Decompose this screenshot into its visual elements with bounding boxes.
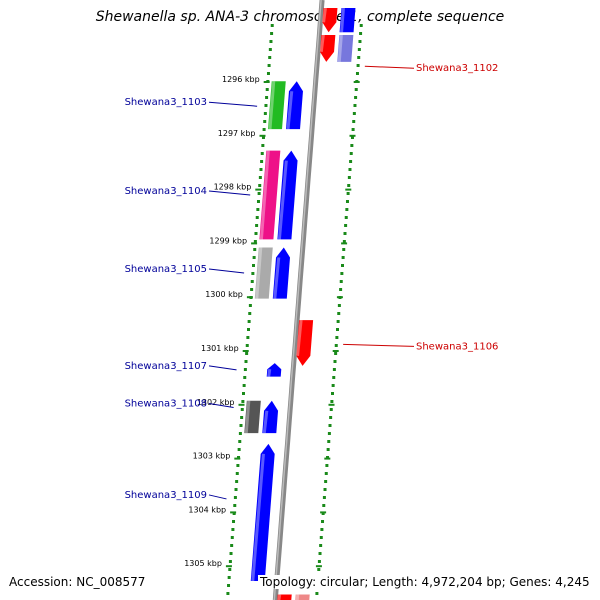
gene-label-text[interactable]: Shewana3_1107: [125, 361, 207, 372]
kbp-tick-label: 1296 kbp: [222, 75, 260, 84]
gc-tracks: [226, 24, 363, 595]
gene-labels: Shewana3_1102 Shewana3_1103 Shewana3_1104 S…: [125, 63, 499, 501]
backbone: [272, 0, 325, 600]
kbp-tick-label: 1301 kbp: [201, 344, 239, 353]
gene-feature-2: [339, 7, 356, 33]
gene-label-shewana3-1103[interactable]: Shewana3_1103: [125, 97, 258, 108]
gene-feature-5: [286, 81, 303, 130]
topology-text: Topology: circular; Length: 4,972,204 bp…: [258, 575, 592, 589]
gene-feature-8: [254, 247, 273, 299]
gene-feature-1: [319, 34, 336, 62]
left-gc-track: [226, 24, 274, 595]
gene-label-shewana3-1104[interactable]: Shewana3_1104: [125, 186, 251, 197]
gene-feature-10: [296, 319, 314, 366]
kbp-tick-label: 1298 kbp: [214, 183, 252, 192]
gene-feature-0: [322, 7, 338, 33]
map-title: Shewanella sp. ANA-3 chromosome 1, compl…: [95, 9, 505, 25]
gene-label-text[interactable]: Shewana3_1104: [125, 186, 207, 197]
gene-feature-6: [259, 150, 281, 240]
gene-label-text[interactable]: Shewana3_1102: [416, 63, 498, 74]
gene-label-shewana3-1109[interactable]: Shewana3_1109: [125, 490, 227, 501]
kbp-tick-label: 1300 kbp: [205, 290, 243, 299]
features: [244, 7, 356, 600]
gene-feature-12: [244, 400, 261, 434]
gene-label-text[interactable]: Shewana3_1106: [416, 341, 498, 352]
gene-label-text[interactable]: Shewana3_1105: [125, 264, 207, 275]
gene-label-shewana3-1106[interactable]: Shewana3_1106: [343, 341, 498, 352]
backbone-line: [272, 0, 325, 600]
gene-label-text[interactable]: Shewana3_1109: [125, 490, 207, 501]
kbp-tick-label: 1302 kbp: [197, 398, 235, 407]
kbp-ticks: 1296 kbp 1297 kbp 1298 kbp 1299 kbp 1300 kbp…: [184, 75, 270, 568]
gene-feature-14: [250, 443, 275, 582]
kbp-tick-label: 1304 kbp: [188, 505, 226, 514]
gene-label-text[interactable]: Shewana3_1103: [125, 97, 207, 108]
gene-feature-11: [266, 363, 282, 377]
gene-feature-7: [277, 150, 298, 240]
kbp-tick-label: 1305 kbp: [184, 559, 222, 568]
gene-label-shewana3-1108[interactable]: Shewana3_1108: [125, 398, 234, 409]
backbone-highlight: [273, 0, 322, 600]
right-gc-track: [315, 24, 363, 595]
gene-label-text[interactable]: Shewana3_1108: [125, 398, 207, 409]
kbp-tick-label: 1299 kbp: [209, 236, 247, 245]
accession-text: Accession: NC_008577: [9, 575, 146, 589]
gene-feature-4: [268, 81, 286, 130]
right-track-major-marks: [315, 81, 360, 568]
gene-label-shewana3-1102[interactable]: Shewana3_1102: [364, 63, 499, 74]
gene-feature-16: [295, 594, 310, 600]
gene-feature-9: [272, 247, 291, 299]
gene-label-shewana3-1105[interactable]: Shewana3_1105: [125, 264, 245, 275]
kbp-tick-label: 1303 kbp: [193, 452, 231, 461]
kbp-tick-label: 1297 kbp: [218, 129, 256, 138]
gene-feature-15: [277, 594, 292, 600]
gene-feature-3: [337, 34, 354, 62]
gene-feature-13: [262, 400, 279, 434]
gene-label-shewana3-1107[interactable]: Shewana3_1107: [125, 361, 237, 372]
